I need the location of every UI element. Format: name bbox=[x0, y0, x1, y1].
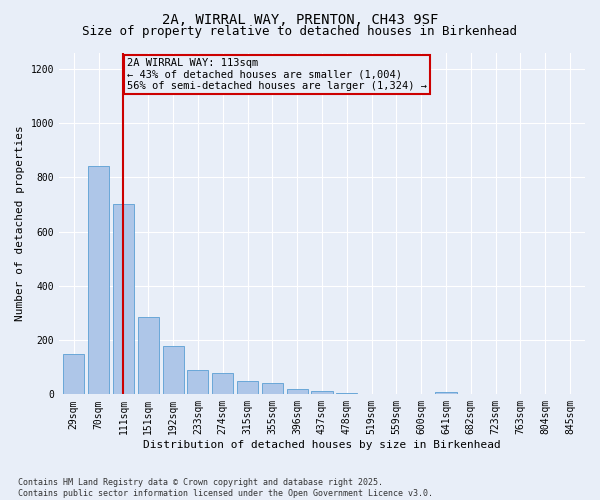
Bar bbox=[212, 372, 233, 394]
Text: 2A, WIRRAL WAY, PRENTON, CH43 9SF: 2A, WIRRAL WAY, PRENTON, CH43 9SF bbox=[162, 12, 438, 26]
Bar bbox=[138, 317, 159, 394]
Bar bbox=[262, 384, 283, 394]
Bar bbox=[163, 346, 184, 395]
Text: 2A WIRRAL WAY: 113sqm
← 43% of detached houses are smaller (1,004)
56% of semi-d: 2A WIRRAL WAY: 113sqm ← 43% of detached … bbox=[127, 58, 427, 91]
Bar bbox=[336, 393, 358, 394]
X-axis label: Distribution of detached houses by size in Birkenhead: Distribution of detached houses by size … bbox=[143, 440, 501, 450]
Bar bbox=[436, 392, 457, 394]
Bar bbox=[88, 166, 109, 394]
Bar bbox=[113, 204, 134, 394]
Bar bbox=[287, 389, 308, 394]
Bar bbox=[311, 391, 332, 394]
Text: Contains HM Land Registry data © Crown copyright and database right 2025.
Contai: Contains HM Land Registry data © Crown c… bbox=[18, 478, 433, 498]
Y-axis label: Number of detached properties: Number of detached properties bbox=[15, 126, 25, 322]
Text: Size of property relative to detached houses in Birkenhead: Size of property relative to detached ho… bbox=[83, 25, 517, 38]
Bar bbox=[187, 370, 208, 394]
Bar bbox=[237, 381, 258, 394]
Bar bbox=[63, 354, 85, 395]
